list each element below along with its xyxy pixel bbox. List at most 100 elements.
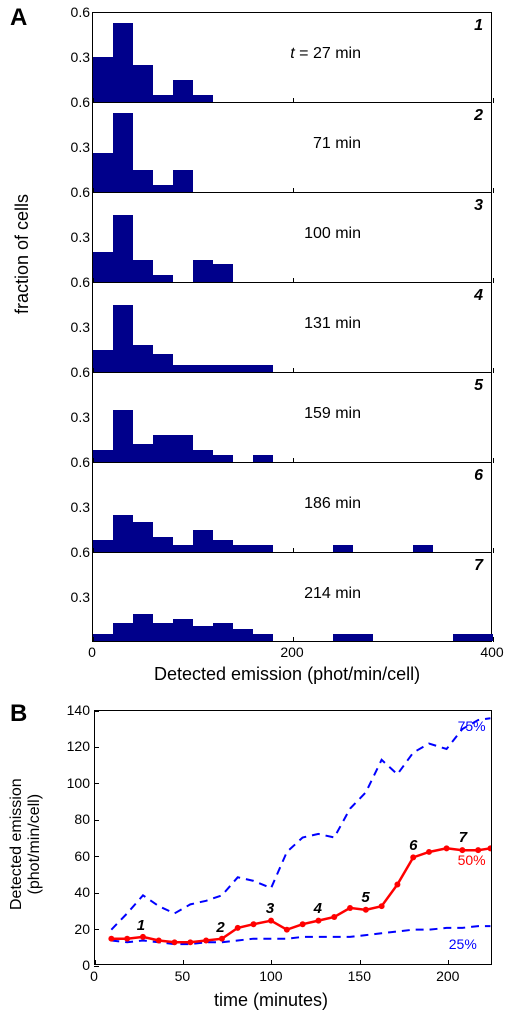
histogram-bar bbox=[133, 444, 153, 462]
series-index-label: 3 bbox=[266, 900, 274, 917]
panel-a-y-ticks: 0.30.60.30.60.30.60.30.60.30.60.30.60.30… bbox=[66, 12, 90, 642]
histogram-bar bbox=[413, 545, 433, 553]
y-tick-label: 120 bbox=[60, 738, 90, 754]
histogram-bar bbox=[193, 626, 213, 641]
histogram-bar bbox=[173, 170, 193, 193]
histogram-bar bbox=[253, 365, 273, 373]
tick-mark bbox=[183, 960, 184, 965]
histogram-bar bbox=[193, 260, 213, 283]
histogram-bar bbox=[153, 435, 173, 462]
tick-mark bbox=[493, 458, 494, 463]
series-p50-marker bbox=[235, 925, 241, 931]
series-p50-marker bbox=[331, 914, 337, 920]
histogram-bar bbox=[113, 410, 133, 463]
y-tick-label: 0.6 bbox=[66, 184, 90, 200]
histogram-time-label: 100 min bbox=[304, 225, 361, 243]
series-p50-marker bbox=[108, 936, 114, 942]
y-tick-label: 0.6 bbox=[66, 454, 90, 470]
y-tick-label: 0.3 bbox=[66, 139, 90, 155]
tick-mark bbox=[94, 783, 99, 784]
histogram-bar bbox=[173, 619, 193, 642]
histogram-1: t = 27 min1 bbox=[92, 12, 492, 102]
histogram-3: 100 min3 bbox=[92, 192, 492, 282]
x-tick-label: 0 bbox=[90, 968, 98, 984]
series-p50-marker bbox=[124, 936, 130, 942]
series-p50-marker bbox=[251, 921, 257, 927]
histogram-bar bbox=[113, 515, 133, 553]
y-tick-label: 0.6 bbox=[66, 274, 90, 290]
y-tick-label: 0.3 bbox=[66, 499, 90, 515]
histogram-bar bbox=[233, 365, 253, 373]
tick-mark bbox=[293, 637, 294, 642]
y-tick-label: 100 bbox=[60, 775, 90, 791]
panel-a: A fraction of cells 0.30.60.30.60.30.60.… bbox=[4, 4, 503, 694]
tick-mark bbox=[493, 98, 494, 103]
y-tick-label: 0.3 bbox=[66, 229, 90, 245]
series-p50-marker bbox=[487, 845, 491, 851]
histogram-bar bbox=[213, 365, 233, 373]
series-p50-marker bbox=[444, 845, 450, 851]
x-tick-label: 100 bbox=[259, 968, 282, 984]
y-tick-label: 60 bbox=[60, 848, 90, 864]
series-p50-marker bbox=[187, 939, 193, 945]
series-p50-marker bbox=[268, 918, 274, 924]
histogram-bar bbox=[153, 185, 173, 193]
y-tick-label: 0.6 bbox=[66, 4, 90, 20]
panel-b-x-title: time (minutes) bbox=[214, 990, 328, 1011]
histogram-time-label: 214 min bbox=[304, 585, 361, 603]
histogram-index: 2 bbox=[474, 107, 483, 125]
tick-mark bbox=[94, 856, 99, 857]
histogram-bar bbox=[473, 634, 493, 642]
histogram-bar bbox=[173, 80, 193, 103]
tick-mark bbox=[493, 548, 494, 553]
series-p50-marker bbox=[300, 921, 306, 927]
histogram-bar bbox=[153, 275, 173, 283]
x-tick-label: 50 bbox=[175, 968, 191, 984]
histogram-bar bbox=[193, 365, 213, 373]
histogram-time-label: 131 min bbox=[304, 315, 361, 333]
histogram-time-label: 186 min bbox=[304, 495, 361, 513]
y-tick-label: 0.6 bbox=[66, 94, 90, 110]
histogram-bar bbox=[133, 170, 153, 193]
histogram-bar bbox=[333, 545, 353, 553]
series-p50-marker bbox=[363, 907, 369, 913]
y-tick-label: 0.6 bbox=[66, 364, 90, 380]
histogram-2: 71 min 2 bbox=[92, 102, 492, 192]
histogram-bar bbox=[133, 614, 153, 641]
histogram-bar bbox=[113, 23, 133, 103]
histogram-time-label: t = 27 min bbox=[290, 45, 361, 63]
histogram-bar bbox=[453, 634, 473, 642]
tick-mark bbox=[360, 960, 361, 965]
histogram-bar bbox=[93, 540, 113, 552]
histogram-bar bbox=[193, 450, 213, 462]
histogram-time-label: 71 min bbox=[313, 135, 361, 153]
tick-mark bbox=[95, 960, 96, 965]
panel-a-label: A bbox=[10, 4, 27, 32]
y-tick-label: 0.3 bbox=[66, 409, 90, 425]
percentile-label: 50% bbox=[458, 852, 486, 868]
histogram-bar bbox=[93, 450, 113, 462]
series-index-label: 6 bbox=[409, 837, 417, 854]
panel-b: B Detected emission (phot/min/cell) 0204… bbox=[4, 700, 503, 1020]
series-p50-marker bbox=[426, 849, 432, 855]
panel-b-y-ticks: 020406080100120140 bbox=[60, 710, 90, 965]
tick-mark bbox=[493, 368, 494, 373]
histogram-bar bbox=[93, 153, 113, 192]
tick-mark bbox=[94, 711, 99, 712]
histogram-bar bbox=[213, 455, 233, 463]
histogram-5: 159 min5 bbox=[92, 372, 492, 462]
percentile-label: 75% bbox=[458, 718, 486, 734]
histogram-bar bbox=[193, 95, 213, 103]
tick-mark bbox=[271, 960, 272, 965]
histogram-index: 4 bbox=[474, 287, 483, 305]
histogram-bar bbox=[133, 522, 153, 552]
series-p50-marker bbox=[284, 927, 290, 933]
series-index-label: 4 bbox=[314, 900, 322, 917]
series-p75 bbox=[111, 718, 490, 929]
histogram-6: 186 min6 bbox=[92, 462, 492, 552]
y-tick-label: 0.3 bbox=[66, 589, 90, 605]
histogram-bar bbox=[113, 113, 133, 193]
series-p50-marker bbox=[172, 939, 178, 945]
histogram-index: 7 bbox=[474, 557, 483, 575]
histogram-bar bbox=[333, 634, 353, 642]
